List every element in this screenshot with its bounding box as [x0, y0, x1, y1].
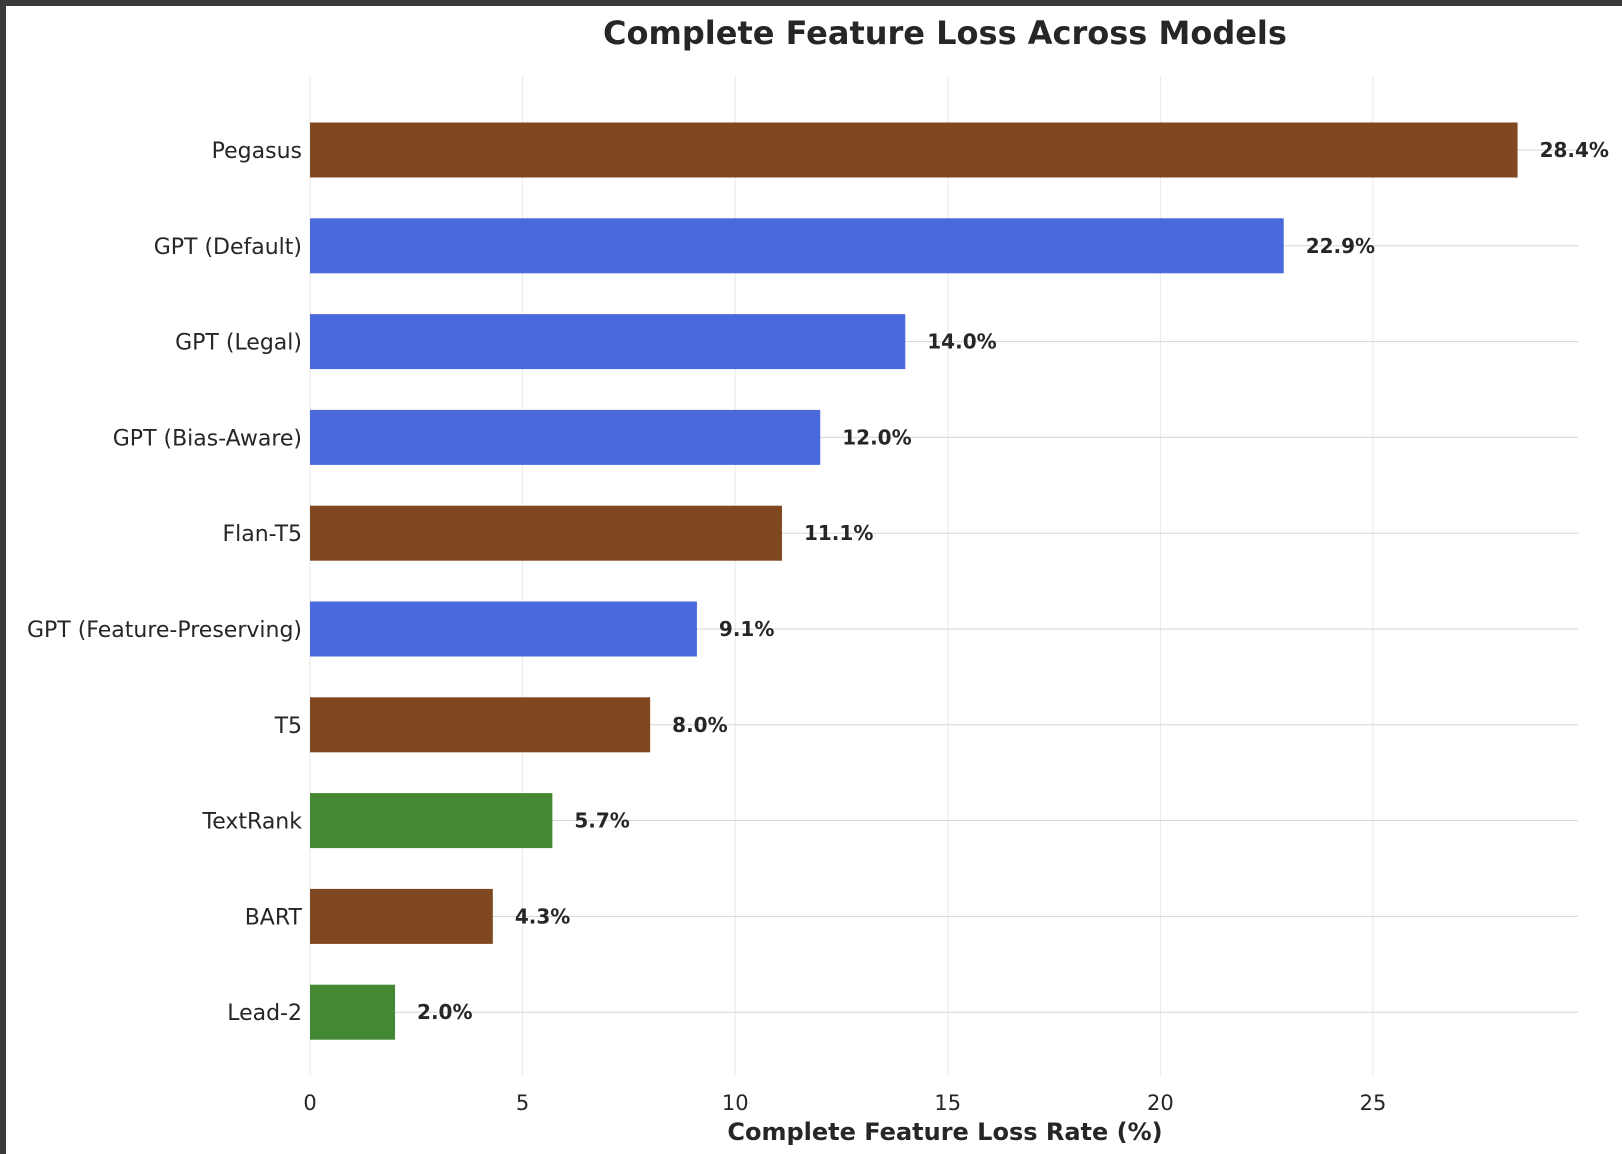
y-tick-label: BART	[245, 905, 303, 930]
data-label: 22.9%	[1306, 234, 1375, 258]
bar	[310, 505, 782, 561]
window-frame-left	[0, 0, 6, 1154]
y-tick-label: Flan-T5	[222, 522, 302, 547]
y-tick-label: Pegasus	[212, 139, 302, 164]
x-tick-label: 20	[1147, 1091, 1174, 1115]
chart-title: Complete Feature Loss Across Models	[603, 14, 1287, 52]
y-tick-label: T5	[274, 714, 302, 739]
x-tick-label: 5	[516, 1091, 529, 1115]
x-axis-label: Complete Feature Loss Rate (%)	[727, 1118, 1163, 1146]
data-label: 8.0%	[672, 713, 727, 737]
bar	[310, 601, 697, 657]
bar	[310, 793, 553, 849]
y-tick-label: GPT (Feature-Preserving)	[27, 618, 302, 643]
data-label: 9.1%	[719, 617, 774, 641]
bar	[310, 888, 493, 944]
x-tick-label: 25	[1360, 1091, 1387, 1115]
y-tick-label: GPT (Legal)	[175, 331, 302, 356]
y-tick-label: Lead-2	[227, 1001, 302, 1026]
bar	[310, 218, 1284, 274]
x-tick-label: 10	[722, 1091, 749, 1115]
window-frame-top	[0, 0, 1622, 6]
bar	[310, 697, 651, 753]
data-label: 14.0%	[927, 330, 996, 354]
bar	[310, 122, 1518, 178]
label-layer: 0 5 10 15 20 25 Pegasus 28.4% GPT (Default) 22.9%…	[27, 138, 1609, 1115]
bar	[310, 314, 906, 370]
y-tick-label: GPT (Default)	[154, 235, 302, 260]
bar	[310, 409, 821, 465]
data-label: 28.4%	[1540, 138, 1609, 162]
x-tick-label: 15	[934, 1091, 961, 1115]
data-label: 2.0%	[417, 1000, 472, 1024]
data-label: 11.1%	[804, 521, 873, 545]
x-tick-label: 0	[303, 1091, 316, 1115]
bar-layer	[310, 122, 1518, 1040]
bar	[310, 984, 396, 1040]
data-label: 4.3%	[515, 904, 570, 928]
y-tick-label: TextRank	[202, 810, 303, 835]
data-label: 5.7%	[574, 809, 629, 833]
y-tick-label: GPT (Bias-Aware)	[113, 426, 302, 451]
data-label: 12.0%	[842, 425, 911, 449]
